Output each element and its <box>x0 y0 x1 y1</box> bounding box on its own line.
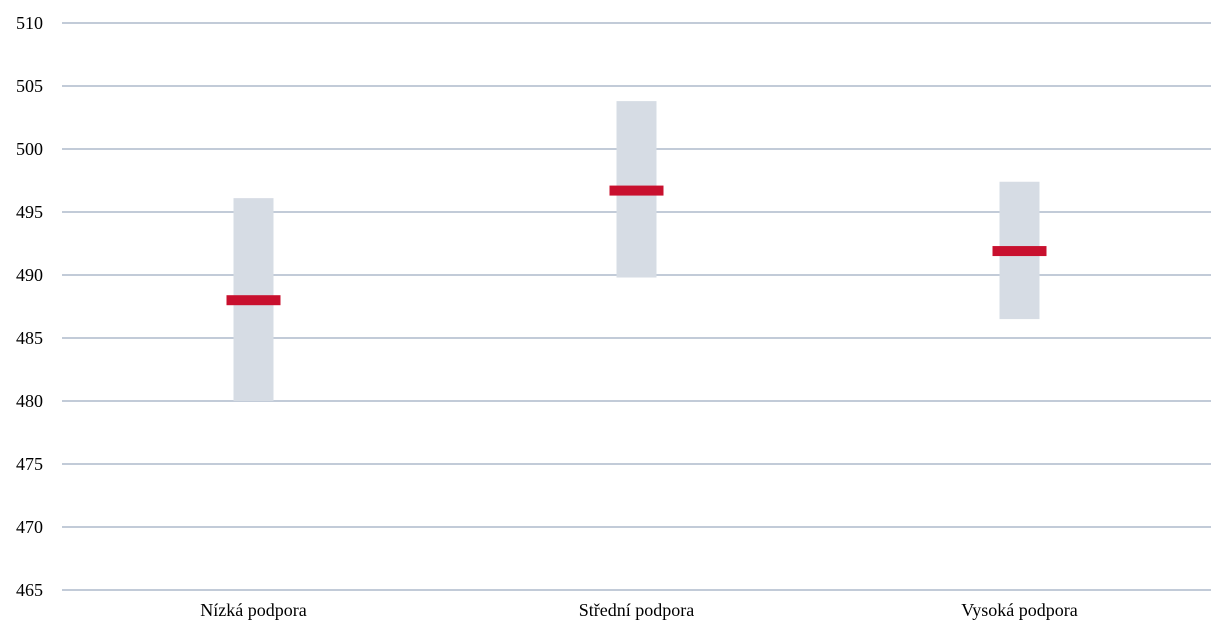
range-bands <box>233 101 1040 401</box>
y-tick-label: 480 <box>16 391 43 411</box>
x-category-label: Střední podpora <box>579 600 694 620</box>
mean-markers <box>226 185 1047 306</box>
y-tick-label: 485 <box>16 328 43 348</box>
y-tick-label: 510 <box>16 13 43 33</box>
y-tick-label: 475 <box>16 454 43 474</box>
mean-marker <box>609 185 664 196</box>
category-labels: Nízká podpora Střední podpora Vysoká podpo… <box>200 600 1077 620</box>
x-category-label: Nízká podpora <box>200 600 306 620</box>
mean-marker <box>992 246 1047 257</box>
y-tick-label: 495 <box>16 202 43 222</box>
y-tick-label: 490 <box>16 265 43 285</box>
y-tick-label: 465 <box>16 580 43 600</box>
y-axis-tick-labels: 465 470 475 480 485 490 495 500 505 510 <box>16 13 43 600</box>
y-tick-label: 470 <box>16 517 43 537</box>
y-tick-label: 505 <box>16 76 43 96</box>
x-category-label: Vysoká podpora <box>961 600 1077 620</box>
y-tick-label: 500 <box>16 139 43 159</box>
mean-marker <box>226 295 281 306</box>
